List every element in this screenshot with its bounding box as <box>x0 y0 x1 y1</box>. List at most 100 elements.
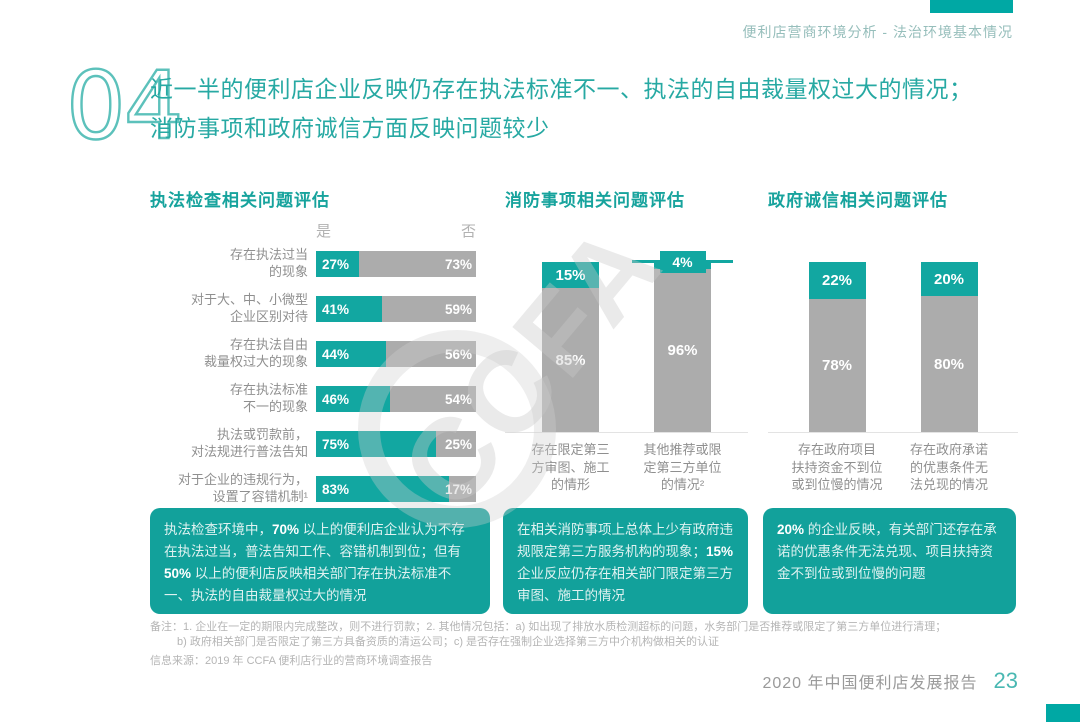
bar-segment-no: 56% <box>386 341 476 367</box>
footnote-line-1: 备注：1. 企业在一定的期限内完成整改，则不进行罚款；2. 其他情况包括：a) … <box>150 621 947 633</box>
bar-segment-no: 25% <box>436 431 476 457</box>
chart-fire-safety: 消防事项相关问题评估 15% 85% 4% 96% 存在限定第三 方审图、施工 的情形… <box>505 186 748 494</box>
bar-segment-no: 80% <box>920 296 978 432</box>
footer-page-number: 23 <box>993 668 1018 693</box>
source-line: 信息来源：2019 年 CCFA 便利店行业的营商环境调查报告 <box>150 654 433 667</box>
chart-law-legend: 是 否 <box>316 220 476 241</box>
bar-value-label: 15% <box>555 266 586 284</box>
bar-value-label: 22% <box>821 272 853 289</box>
bar-category-label: 执法或罚款前， 对法规进行普法告知 <box>190 427 308 459</box>
bar-category-label: 存在执法标准 不一的现象 <box>229 382 308 414</box>
chart-law-rows: 存在执法过当 的现象 27% 73% 对于大、中、小微型 企业区别对待 41% 59% 存在… <box>150 245 484 508</box>
stacked-bar: 75% 25% <box>316 431 476 457</box>
bar-value-label: 83% <box>322 481 350 497</box>
bar-segment-yes: 44% <box>316 341 387 367</box>
insight-highlight: 15% <box>706 543 734 559</box>
bar-value-badge: 4% <box>659 251 706 273</box>
legend-yes-label: 是 <box>316 223 332 240</box>
bar-column: 15% 85% <box>515 210 627 432</box>
bar-column: 20% 80% <box>893 210 1005 432</box>
bar-category-label: 存在政府承诺 的优惠条件无 法兑现的情况 <box>909 442 988 493</box>
bar-value-label: 20% <box>933 270 965 288</box>
insight-box-gov: 20% 的企业反映，有关部门还存在承诺的优惠条件无法兑现、项目扶持资金不到位或到… <box>763 508 1016 614</box>
bar-segment-no: 96% <box>654 269 711 432</box>
bar-segment-no: 78% <box>808 299 866 432</box>
bar-segment-yes: 46% <box>316 386 390 412</box>
bar-segment-no: 59% <box>381 296 476 322</box>
bar-segment-yes: 22% <box>808 262 866 299</box>
bar-value-label: 44% <box>322 346 350 362</box>
bar-segment-no: 54% <box>389 386 476 412</box>
insight-text: 执法检查环境中， <box>164 522 272 537</box>
legend-no-label: 否 <box>460 223 476 240</box>
insight-highlight: 50% <box>164 565 192 581</box>
insight-box-fire: 在相关消防事项上总体上少有政府违规限定第三方服务机构的现象；15% 企业反应仍存… <box>503 508 748 614</box>
bar-value-label: 56% <box>444 346 472 362</box>
bar-column: 22% 78% <box>781 210 893 432</box>
stacked-bar: 15% 85% <box>542 210 599 432</box>
section-number-text: 04 <box>66 56 182 156</box>
chart-gov-title: 政府诚信相关问题评估 <box>768 191 948 210</box>
footnote-line-2: b) 政府相关部门是否限定了第三方具备资质的清运公司；c) 是否存在强制企业选择… <box>177 636 720 649</box>
insight-text: 以上的便利店企业认为不存在执法过当，普法告知工作、容错机制到位；但有 <box>164 522 465 559</box>
chart-law-title: 执法检查相关问题评估 <box>150 191 330 210</box>
bar-row: 存在执法标准 不一的现象 46% 54% <box>150 380 484 418</box>
bar-value-label: 25% <box>444 436 472 452</box>
bar-value-label: 54% <box>444 391 472 407</box>
chart-fire-labels: 存在限定第三 方审图、施工 的情形 其他推荐或限 定第三方单位 的情况² <box>505 433 748 494</box>
bar-row: 对于企业的违规行为， 设置了容错机制¹ 83% 17% <box>150 470 484 508</box>
page-title: 近一半的便利店企业反映仍存在执法标准不一、执法的自由裁量权过大的情况； 消防事项… <box>150 70 1030 148</box>
stacked-bar: 20% 80% <box>920 210 978 432</box>
bar-category-label: 存在执法自由 裁量权过大的现象 <box>203 337 308 369</box>
insight-highlight: 70% <box>272 522 300 537</box>
bar-value-label: 17% <box>444 481 472 497</box>
bar-category-label: 存在限定第三 方审图、施工 的情形 <box>531 442 610 493</box>
top-accent-bar <box>930 0 1013 13</box>
chart-fire-plot: 15% 85% 4% 96% <box>505 211 748 433</box>
title-line-2: 消防事项和政府诚信方面反映问题较少 <box>150 115 550 142</box>
bar-category-label: 对于企业的违规行为， 设置了容错机制¹ <box>177 472 308 504</box>
bar-segment-yes: 75% <box>316 431 436 457</box>
bar-segment-no: 17% <box>445 476 476 502</box>
bar-segment-yes: 20% <box>920 262 978 296</box>
bar-segment-yes: 15% <box>542 262 599 288</box>
bar-segment-yes: 27% <box>316 251 360 277</box>
bar-category-label: 存在执法过当 的现象 <box>229 247 308 279</box>
stacked-bar: 27% 73% <box>316 251 476 277</box>
bar-segment-no: 85% <box>542 288 599 432</box>
insight-text: 在相关消防事项上总体上少有政府违规限定第三方服务机构的现象； <box>517 522 733 559</box>
bar-value-label: 80% <box>933 355 965 373</box>
bar-category-label: 对于大、中、小微型 企业区别对待 <box>190 292 308 324</box>
stacked-bar: 83% 17% <box>316 476 476 502</box>
footnotes: 备注：1. 企业在一定的期限内完成整改，则不进行罚款；2. 其他情况包括：a) … <box>150 620 1030 669</box>
bar-value-label: 78% <box>821 357 853 374</box>
stacked-bar: 44% 56% <box>316 341 476 367</box>
bar-category-label: 其他推荐或限 定第三方单位 的情况² <box>643 442 722 493</box>
stacked-bar: 4% 96% <box>632 210 733 432</box>
bar-category-label: 存在政府项目 扶持资金不到位 或到位慢的情况 <box>791 442 883 493</box>
bar-value-label: 59% <box>444 301 472 317</box>
title-line-1: 近一半的便利店企业反映仍存在执法标准不一、执法的自由裁量权过大的情况； <box>150 76 973 102</box>
insight-highlight: 20% <box>777 522 805 537</box>
bar-row: 存在执法自由 裁量权过大的现象 44% 56% <box>150 335 484 373</box>
stacked-bar: 41% 59% <box>316 296 476 322</box>
section-number: 04 <box>64 51 185 162</box>
bar-segment-no: 73% <box>359 251 476 277</box>
chart-gov-plot: 22% 78% 20% 80% <box>768 211 1018 433</box>
bar-column: 4% 96% <box>627 210 739 432</box>
bar-segment-yes: 83% <box>316 476 449 502</box>
bottom-corner-accent <box>1046 704 1080 722</box>
page-footer: 2020 年中国便利店发展报告 23 <box>762 668 1018 694</box>
bar-value-label: 41% <box>322 301 350 317</box>
insight-text: 企业反应仍存在相关部门限定第三方审图、施工的情况 <box>517 565 733 603</box>
insight-box-law: 执法检查环境中，70% 以上的便利店企业认为不存在执法过当，普法告知工作、容错机… <box>150 508 490 614</box>
bar-row: 执法或罚款前， 对法规进行普法告知 75% 25% <box>150 425 484 463</box>
bar-value-label: 27% <box>322 256 350 272</box>
bar-row: 对于大、中、小微型 企业区别对待 41% 59% <box>150 290 484 328</box>
stacked-bar: 22% 78% <box>808 210 866 432</box>
stacked-bar: 46% 54% <box>316 386 476 412</box>
bar-value-label: 46% <box>322 391 350 407</box>
bar-row: 存在执法过当 的现象 27% 73% <box>150 245 484 283</box>
insight-text: 的企业反映，有关部门还存在承诺的优惠条件无法兑现、项目扶持资金不到位或到位慢的问… <box>777 522 997 581</box>
